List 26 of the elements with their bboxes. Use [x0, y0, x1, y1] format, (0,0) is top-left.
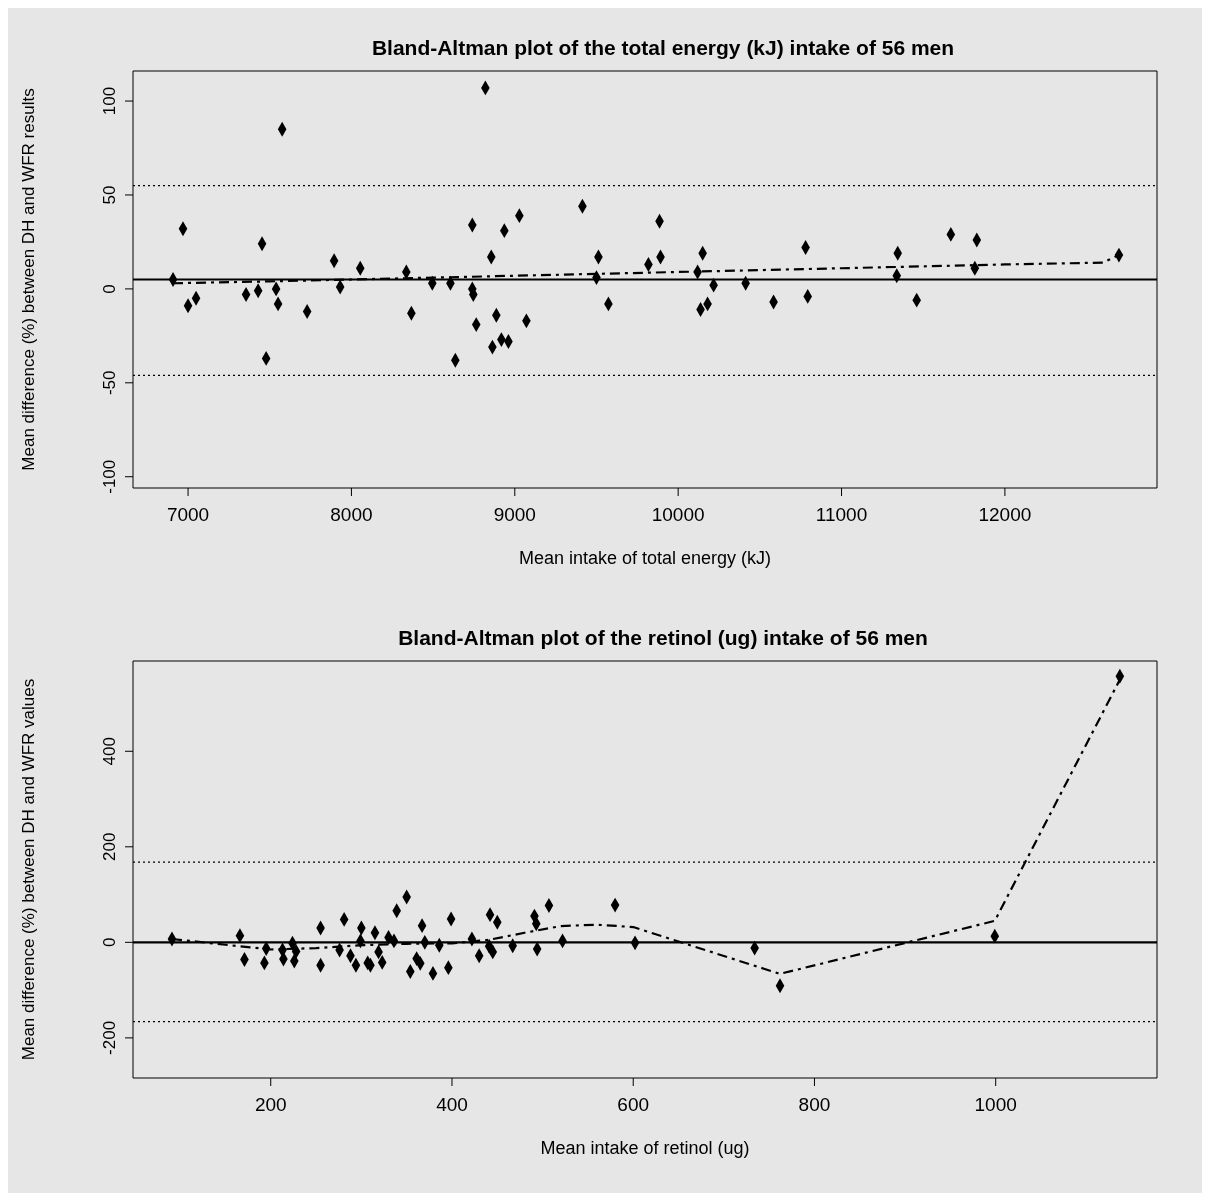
x-tick-label: 800	[798, 1094, 831, 1116]
x-tick-label: 1000	[974, 1094, 1017, 1116]
x-tick-label: 200	[254, 1094, 287, 1116]
x-tick-label: 12000	[978, 504, 1032, 526]
y-tick-label: -50	[100, 370, 119, 396]
y-tick-label: -200	[100, 1020, 119, 1055]
x-tick-label: 11000	[815, 504, 868, 526]
y-tick-label: 400	[100, 737, 119, 766]
x-tick-label: 7000	[166, 504, 210, 526]
y-tick-label: 0	[100, 284, 119, 294]
x-tick-label: 400	[436, 1094, 468, 1116]
x-axis-title: Mean intake of retinol (ug)	[540, 1138, 750, 1158]
y-axis-title: Mean difference (%) between DH and WFR results	[19, 88, 39, 471]
y-tick-label: 100	[100, 86, 119, 116]
y-tick-label: 200	[100, 832, 119, 861]
y-tick-label: 50	[100, 185, 119, 205]
y-axis-title: Mean difference (%) between DH and WFR values	[19, 678, 39, 1061]
x-tick-label: 10000	[651, 504, 705, 526]
y-tick-label: -100	[100, 459, 119, 494]
x-axis-title: Mean intake of total energy (kJ)	[518, 548, 772, 568]
x-tick-label: 9000	[493, 504, 536, 526]
chart-title: Bland-Altman plot of the retinol (ug) intake of 56 men	[397, 625, 929, 649]
y-tick-label: 0	[100, 937, 119, 948]
x-tick-label: 600	[617, 1094, 650, 1116]
chart-title: Bland-Altman plot of the total energy (kJ) intake of 56 men	[370, 35, 956, 59]
x-tick-label: 8000	[330, 504, 373, 526]
